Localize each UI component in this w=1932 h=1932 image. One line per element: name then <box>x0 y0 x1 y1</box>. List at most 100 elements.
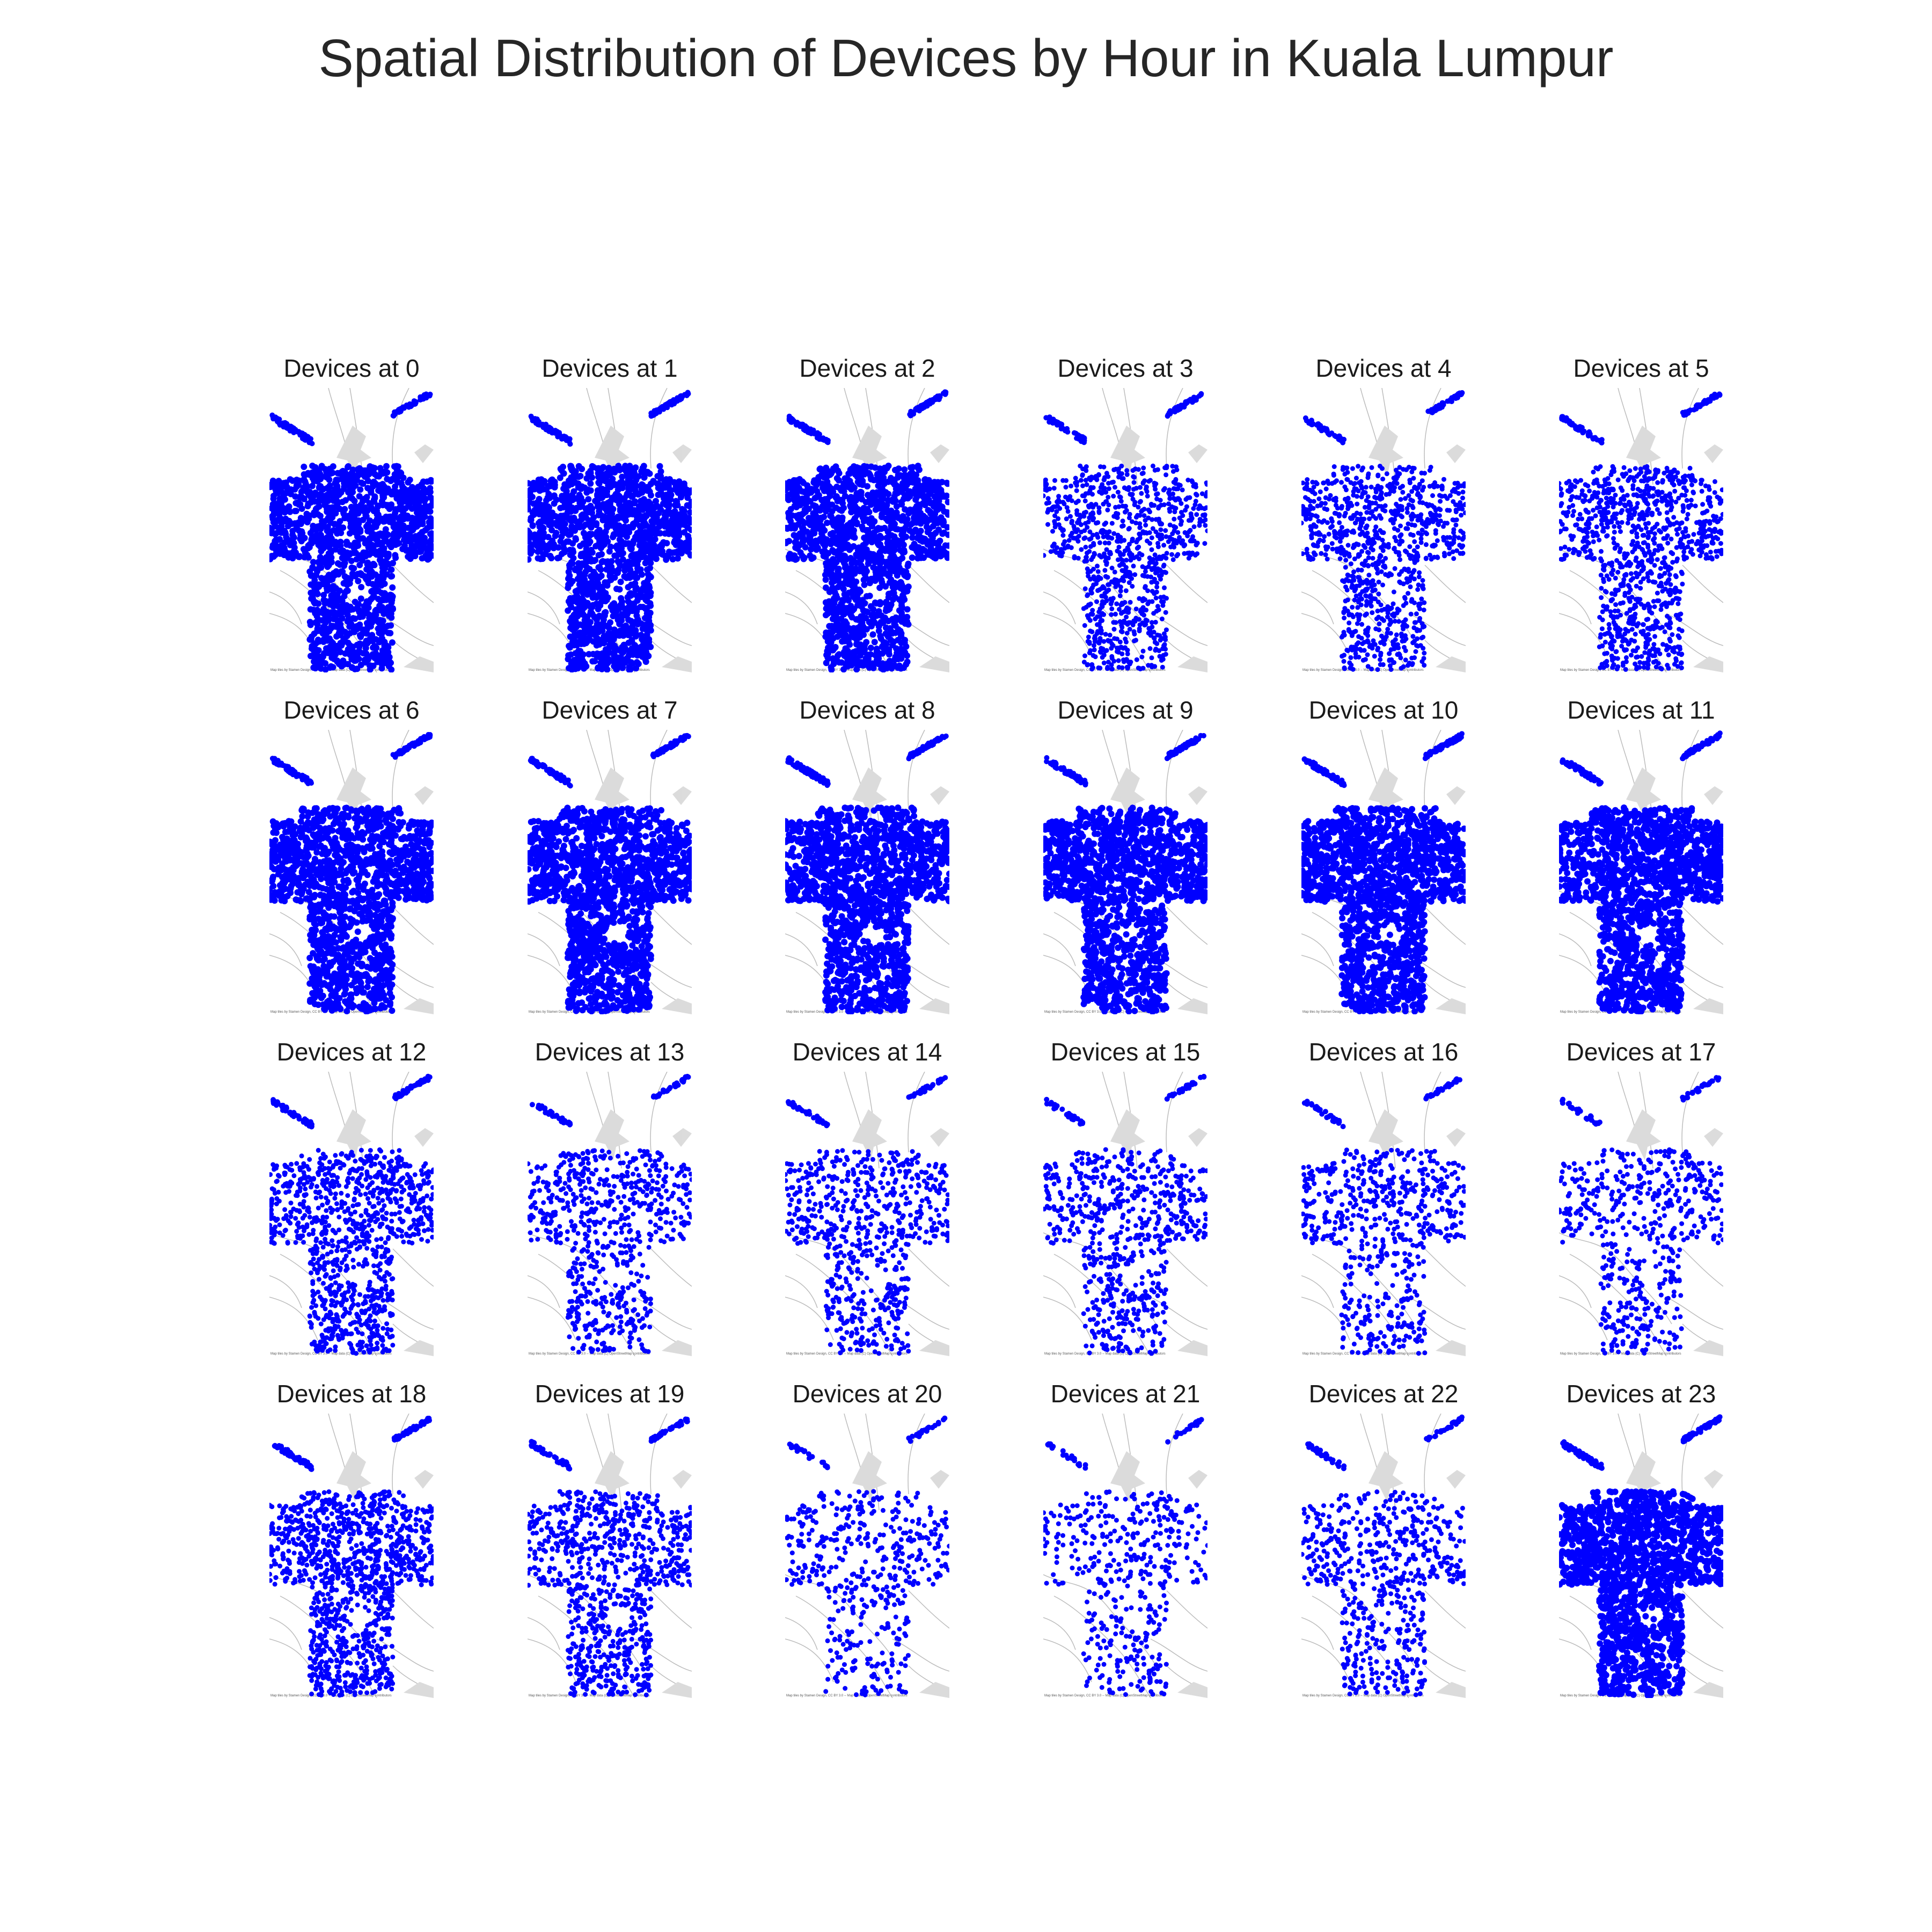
device-point <box>829 508 836 515</box>
device-point <box>632 586 639 593</box>
device-point <box>330 599 336 606</box>
device-point <box>326 544 333 551</box>
device-point <box>577 553 584 560</box>
device-point <box>566 642 573 649</box>
basemap <box>269 388 434 672</box>
device-point <box>786 479 793 486</box>
device-point <box>939 503 946 510</box>
device-point <box>292 493 299 500</box>
device-point <box>921 481 928 488</box>
device-point <box>885 590 892 597</box>
basemap-scatter: Map tiles by Stamen Design, CC BY 3.0 --… <box>528 388 692 672</box>
device-point <box>341 573 348 580</box>
device-point <box>348 558 355 565</box>
device-point <box>560 485 567 492</box>
device-point <box>873 533 880 540</box>
device-points <box>785 389 949 672</box>
device-point <box>359 498 366 505</box>
device-point <box>833 617 840 624</box>
device-point <box>370 531 377 538</box>
device-point <box>645 653 652 660</box>
device-point <box>546 428 552 434</box>
device-point <box>683 487 690 494</box>
device-point <box>822 572 829 579</box>
device-point <box>652 531 659 538</box>
device-point <box>935 526 942 533</box>
device-point <box>1065 509 1071 514</box>
device-point <box>594 574 601 581</box>
device-point <box>678 484 685 491</box>
device-point <box>872 577 879 584</box>
device-point <box>909 534 916 541</box>
device-point <box>914 463 921 470</box>
device-point <box>858 489 865 496</box>
device-point <box>898 630 905 637</box>
device-point <box>678 540 685 547</box>
device-point <box>902 620 909 627</box>
device-point <box>663 499 670 506</box>
device-point <box>594 533 601 540</box>
device-point <box>621 625 628 632</box>
device-point <box>397 506 404 513</box>
device-point <box>313 532 320 539</box>
device-point <box>406 477 413 484</box>
device-point <box>625 652 632 659</box>
device-point <box>619 661 626 668</box>
device-point <box>787 551 793 558</box>
device-point <box>283 549 290 556</box>
device-point <box>529 522 536 529</box>
device-point <box>274 489 281 496</box>
device-point <box>838 507 845 514</box>
device-point <box>832 574 839 581</box>
device-point <box>663 540 670 547</box>
device-point <box>671 398 677 404</box>
device-point <box>807 430 813 436</box>
device-point <box>640 496 647 503</box>
device-point <box>323 625 330 632</box>
device-point <box>841 493 848 500</box>
device-point <box>628 582 635 588</box>
device-point <box>1064 516 1069 522</box>
device-point <box>893 503 900 510</box>
device-point <box>319 617 326 624</box>
device-point <box>289 555 296 562</box>
device-point <box>559 493 566 500</box>
device-point <box>908 413 913 419</box>
device-point <box>854 479 861 486</box>
device-point <box>325 497 332 504</box>
device-point <box>677 513 684 520</box>
device-point <box>883 665 890 672</box>
device-point <box>350 615 356 621</box>
device-point <box>819 534 826 541</box>
device-point <box>824 610 831 617</box>
device-point <box>838 625 844 632</box>
device-point <box>408 551 415 558</box>
device-point <box>613 608 620 615</box>
device-point <box>596 508 603 515</box>
device-point <box>821 547 828 554</box>
device-point <box>927 491 934 497</box>
device-point <box>291 544 298 551</box>
device-point <box>317 657 324 664</box>
device-point <box>887 564 894 571</box>
device-point <box>539 524 546 531</box>
device-point <box>355 577 362 584</box>
device-point <box>638 537 645 544</box>
device-point <box>639 481 645 488</box>
device-point <box>800 525 807 532</box>
device-point <box>387 566 394 573</box>
device-point <box>427 477 434 484</box>
device-point <box>311 581 318 588</box>
device-point <box>842 650 849 657</box>
device-point <box>320 559 327 566</box>
device-point <box>824 519 831 526</box>
device-point <box>330 570 337 577</box>
device-point <box>625 503 632 510</box>
device-point <box>292 520 299 527</box>
device-point <box>348 469 355 476</box>
device-point <box>273 548 280 555</box>
device-point <box>331 504 338 511</box>
device-point <box>595 470 602 477</box>
device-point <box>868 539 875 546</box>
device-point <box>616 467 623 473</box>
